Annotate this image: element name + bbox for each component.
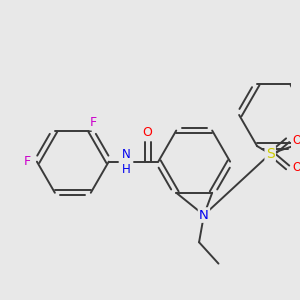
Text: N: N (199, 208, 209, 222)
Text: O: O (143, 126, 152, 139)
Text: O: O (293, 161, 300, 174)
Text: N
H: N H (122, 148, 130, 176)
Text: F: F (90, 116, 97, 129)
Text: F: F (24, 155, 31, 168)
Text: O: O (293, 134, 300, 147)
Text: S: S (266, 147, 274, 161)
